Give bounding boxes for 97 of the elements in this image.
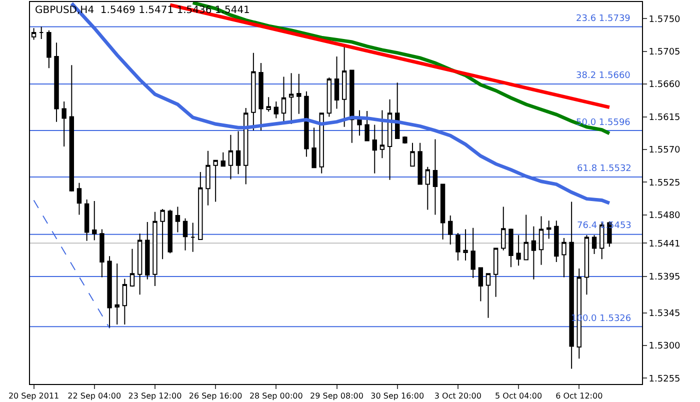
- candlestick: [387, 98, 392, 180]
- candlestick: [92, 200, 97, 241]
- ref-line-label: 61.8 1.5532: [577, 164, 632, 174]
- y-tick-label: 1.5441: [648, 239, 680, 250]
- candlestick: [84, 199, 90, 242]
- candlestick: [100, 228, 104, 278]
- candlestick: [304, 90, 309, 158]
- candlestick: [54, 42, 59, 122]
- candlestick: [137, 233, 142, 296]
- y-tick-label: 1.5300: [648, 342, 681, 352]
- candlestick: [228, 134, 234, 180]
- candlestick: [501, 206, 506, 251]
- candlestick: [334, 56, 340, 110]
- candlestick: [372, 124, 377, 174]
- ref-line-label: 23.6 1.5739: [576, 14, 631, 24]
- candlestick: [206, 150, 210, 206]
- x-tick-label: 3 Oct 20:00: [434, 392, 482, 401]
- candlestick: [493, 248, 498, 298]
- y-tick-label: 1.5570: [648, 146, 681, 156]
- candlestick: [342, 46, 347, 128]
- candlestick: [448, 215, 453, 246]
- candlestick: [569, 201, 574, 370]
- candlestick: [418, 142, 422, 185]
- x-tick-label: 28 Sep 00:00: [249, 392, 303, 401]
- x-tick-label: 5 Oct 04:00: [495, 392, 542, 401]
- candlestick: [478, 267, 484, 302]
- y-tick-label: 1.5660: [648, 80, 681, 90]
- candlestick: [198, 171, 203, 240]
- y-tick-label: 1.5480: [648, 210, 681, 221]
- candlestick: [62, 100, 66, 148]
- candlestick: [220, 152, 226, 167]
- candlestick: [168, 209, 172, 254]
- y-tick-label: 1.5255: [648, 374, 680, 384]
- ref-line-label: 38.2 1.5660: [576, 71, 631, 81]
- candlestick: [562, 238, 566, 278]
- candlestick: [46, 30, 52, 69]
- y-tick-label: 1.5395: [648, 272, 680, 283]
- candlestick: [364, 110, 370, 142]
- candlestick: [251, 52, 256, 132]
- candlestick: [175, 206, 180, 233]
- candlestick: [410, 142, 415, 167]
- candlestick: [190, 222, 196, 252]
- candlestick: [107, 256, 112, 329]
- candlestick: [312, 127, 316, 168]
- candlestick: [440, 184, 446, 240]
- y-tick-label: 1.5615: [648, 112, 680, 123]
- candlestick: [432, 138, 438, 216]
- y-tick-label: 1.5750: [648, 14, 681, 25]
- candlestick: [114, 262, 120, 325]
- candlestick: [425, 166, 430, 210]
- candlestick: [152, 211, 158, 286]
- candlestick: [266, 96, 271, 112]
- candlestick: [145, 222, 150, 280]
- candlestick: [538, 216, 544, 266]
- x-tick-label: 20 Sep 2011: [8, 392, 60, 401]
- y-tick-label: 1.5705: [648, 48, 680, 58]
- x-tick-label: 30 Sep 16:00: [370, 392, 424, 401]
- candlestick: [470, 227, 476, 278]
- candlestick: [39, 26, 44, 40]
- candlestick: [508, 228, 514, 268]
- candlestick: [486, 273, 491, 318]
- candlestick: [160, 208, 165, 260]
- candlestick: [288, 72, 294, 125]
- candlestick: [236, 130, 241, 175]
- candlestick: [69, 64, 74, 192]
- candlestick: [274, 100, 279, 119]
- candlestick: [402, 136, 408, 144]
- candlestick: [516, 234, 521, 266]
- candlestick: [546, 220, 552, 240]
- candlestick: [380, 110, 385, 159]
- x-tick-label: 29 Sep 08:00: [310, 392, 364, 401]
- x-tick-label: 23 Sep 12:00: [128, 392, 182, 401]
- candlestick: [326, 77, 332, 118]
- candlestick: [463, 228, 468, 262]
- x-tick-label: 6 Oct 12:00: [556, 392, 603, 401]
- y-tick-label: 1.5525: [648, 178, 680, 188]
- candlestick: [584, 234, 590, 296]
- candlestick: [592, 234, 597, 254]
- candlestick: [531, 226, 536, 280]
- x-tick-label: 26 Sep 16:00: [188, 392, 242, 401]
- candlestick: [357, 110, 362, 136]
- candlestick: [296, 73, 302, 114]
- candlestick: [395, 82, 400, 140]
- candlestick: [182, 218, 188, 251]
- candlestick: [258, 62, 264, 132]
- candlestick: [130, 248, 135, 288]
- candlestick: [524, 214, 528, 260]
- y-tick-label: 1.5345: [648, 308, 680, 319]
- candlestick: [213, 160, 218, 202]
- candlestick: [554, 220, 559, 262]
- candlestick: [244, 108, 248, 185]
- candlestick: [76, 182, 82, 216]
- candlestick: [319, 112, 324, 174]
- candlestick: [456, 232, 460, 262]
- x-tick-label: 22 Sep 04:00: [68, 392, 122, 401]
- candlestick: [350, 70, 354, 144]
- candlestick: [122, 278, 128, 325]
